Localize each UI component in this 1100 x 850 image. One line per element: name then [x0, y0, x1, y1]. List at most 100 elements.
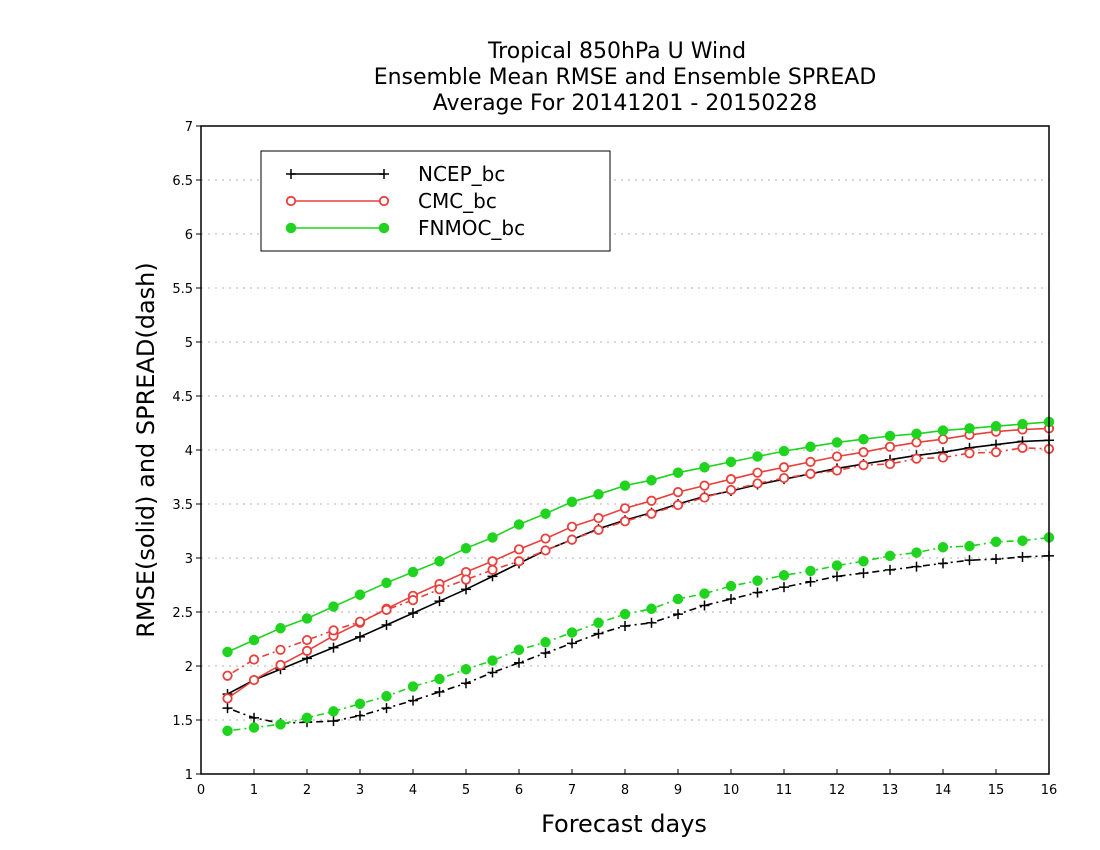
data-point-cmc-bc-spread: [964, 448, 975, 459]
data-point-cmc-bc-rmse: [752, 467, 763, 478]
series-ncep-bc-spread: [222, 550, 1054, 729]
data-point-ncep-bc-rmse: [355, 631, 365, 642]
data-point-ncep-bc-spread: [938, 558, 948, 569]
x-tick-label: 1: [250, 783, 258, 798]
data-point-fnmoc-bc-rmse: [593, 489, 604, 500]
data-point-cmc-bc-rmse: [911, 437, 922, 448]
data-point-ncep-bc-spread: [911, 561, 922, 572]
data-point-cmc-bc-spread: [725, 484, 737, 496]
data-point-cmc-bc-spread: [248, 654, 260, 665]
data-point-fnmoc-bc-spread: [752, 575, 763, 586]
x-tick-label: 2: [303, 783, 311, 798]
data-point-ncep-bc-spread: [699, 600, 710, 611]
data-point-cmc-bc-spread: [937, 452, 949, 463]
data-point-fnmoc-bc-spread: [725, 580, 737, 592]
data-point-ncep-bc-spread: [355, 710, 365, 721]
x-tick-label: 15: [988, 783, 1005, 798]
data-point-cmc-bc-spread: [460, 574, 472, 585]
data-point-cmc-bc-spread: [1017, 442, 1028, 453]
data-point-ncep-bc-spread: [222, 703, 233, 714]
data-point-fnmoc-bc-spread: [487, 655, 498, 666]
data-point-cmc-bc-rmse: [699, 480, 710, 491]
data-point-ncep-bc-spread: [540, 648, 551, 659]
plot-series: [222, 416, 1055, 737]
data-point-ncep-bc-rmse: [461, 584, 471, 595]
data-point-fnmoc-bc-rmse: [831, 437, 843, 448]
legend-marker: [379, 169, 389, 179]
data-point-fnmoc-bc-spread: [248, 722, 260, 733]
x-tick-label: 3: [356, 783, 364, 798]
data-point-cmc-bc-rmse: [778, 462, 790, 473]
data-point-cmc-bc-spread: [354, 616, 366, 627]
data-point-fnmoc-bc-rmse: [699, 462, 710, 473]
y-tick-label: 3.5: [172, 498, 193, 513]
data-point-fnmoc-bc-spread: [354, 698, 366, 710]
data-point-ncep-bc-spread: [673, 609, 683, 620]
legend-item-fnmoc-bc: FNMOC_bc: [285, 216, 525, 240]
data-point-cmc-bc-spread: [858, 460, 869, 471]
data-point-fnmoc-bc-rmse: [964, 423, 975, 434]
data-point-fnmoc-bc-spread: [566, 627, 578, 638]
data-point-ncep-bc-rmse: [408, 608, 418, 619]
data-point-ncep-bc-spread: [593, 628, 604, 639]
data-point-ncep-bc-spread: [381, 703, 392, 714]
data-point-fnmoc-bc-rmse: [858, 433, 869, 445]
data-point-fnmoc-bc-rmse: [275, 622, 286, 634]
data-point-cmc-bc-spread: [275, 644, 286, 655]
data-point-cmc-bc-spread: [434, 584, 445, 595]
legend: NCEP_bc CMC_bc FNMOC_bc: [260, 150, 611, 252]
data-point-cmc-bc-spread: [407, 595, 419, 606]
data-point-fnmoc-bc-rmse: [672, 467, 684, 478]
data-point-cmc-bc-spread: [513, 556, 525, 567]
data-point-cmc-bc-spread: [884, 458, 896, 470]
data-point-cmc-bc-spread: [672, 499, 684, 511]
data-point-fnmoc-bc-spread: [699, 588, 710, 599]
series-fnmoc-bc-rmse: [222, 416, 1055, 658]
data-point-fnmoc-bc-spread: [540, 636, 551, 648]
data-point-fnmoc-bc-rmse: [354, 589, 366, 600]
data-point-cmc-bc-rmse: [487, 556, 498, 567]
series-line-ncep-bc-rmse: [227, 439, 1050, 695]
data-point-fnmoc-bc-spread: [328, 706, 339, 717]
data-point-cmc-bc-spread: [540, 545, 551, 556]
data-point-fnmoc-bc-rmse: [619, 480, 631, 491]
y-tick-label: 1: [185, 768, 193, 783]
data-point-fnmoc-bc-rmse: [222, 646, 233, 658]
y-tick-label: 2: [185, 660, 193, 675]
data-point-fnmoc-bc-rmse: [513, 519, 525, 530]
data-point-fnmoc-bc-spread: [222, 725, 233, 737]
data-point-ncep-bc-spread: [249, 712, 259, 723]
y-tick-label: 7: [185, 120, 193, 135]
x-tick-label: 8: [621, 783, 629, 798]
data-point-fnmoc-bc-spread: [513, 644, 525, 656]
data-point-ncep-bc-spread: [514, 657, 524, 668]
legend-marker: [285, 195, 297, 207]
data-point-fnmoc-bc-spread: [619, 608, 631, 620]
data-point-ncep-bc-spread: [858, 568, 869, 579]
series-line-cmc-bc-rmse: [227, 427, 1050, 700]
data-point-ncep-bc-spread: [752, 587, 763, 598]
data-point-fnmoc-bc-spread: [858, 555, 869, 567]
data-point-fnmoc-bc-rmse: [566, 496, 578, 508]
data-point-fnmoc-bc-spread: [593, 617, 604, 629]
y-tick-label: 1.5: [172, 714, 193, 729]
data-point-cmc-bc-rmse: [275, 659, 286, 671]
chart-title: Tropical 850hPa U Wind Ensemble Mean RMS…: [374, 39, 877, 116]
data-point-fnmoc-bc-spread: [301, 712, 313, 724]
data-point-fnmoc-bc-rmse: [752, 451, 763, 462]
data-point-ncep-bc-spread: [832, 571, 842, 582]
data-point-cmc-bc-rmse: [646, 495, 657, 506]
data-point-fnmoc-bc-rmse: [911, 428, 922, 440]
x-tick-label: 9: [674, 783, 682, 798]
data-point-fnmoc-bc-rmse: [778, 445, 790, 457]
data-point-cmc-bc-spread: [381, 604, 392, 615]
data-point-cmc-bc-spread: [222, 670, 233, 681]
data-point-ncep-bc-rmse: [434, 596, 445, 607]
legend-marker: [285, 222, 297, 234]
y-tick-label: 4: [185, 444, 193, 459]
data-point-fnmoc-bc-rmse: [434, 555, 445, 567]
data-point-ncep-bc-rmse: [381, 619, 392, 630]
data-point-cmc-bc-rmse: [566, 521, 578, 532]
data-point-cmc-bc-spread: [752, 478, 763, 489]
legend-label: NCEP_bc: [418, 162, 505, 186]
